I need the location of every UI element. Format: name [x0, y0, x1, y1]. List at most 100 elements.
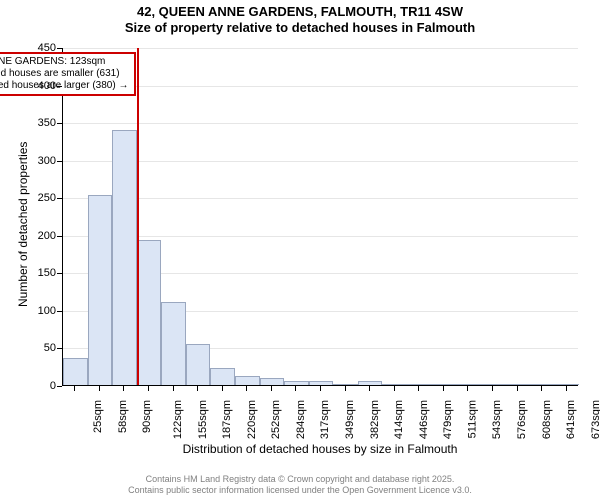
- callout-line-1: 42 QUEEN ANNE GARDENS: 123sqm: [0, 56, 128, 68]
- x-tick-mark: [246, 386, 247, 391]
- x-tick-mark: [295, 386, 296, 391]
- x-tick-mark: [173, 386, 174, 391]
- y-tick-mark: [57, 123, 62, 124]
- x-tick-mark: [148, 386, 149, 391]
- y-gridline: [63, 48, 578, 49]
- x-tick-label: 155sqm: [197, 400, 209, 439]
- x-tick-label: 543sqm: [492, 400, 504, 439]
- y-tick-label: 0: [22, 380, 56, 392]
- y-tick-label: 300: [22, 155, 56, 167]
- histogram-bar: [210, 368, 235, 385]
- x-tick-label: 608sqm: [541, 400, 553, 439]
- y-gridline: [63, 123, 578, 124]
- histogram-bar: [432, 384, 457, 385]
- histogram-bar: [235, 376, 260, 385]
- histogram-bar: [333, 384, 358, 386]
- y-tick-label: 50: [22, 342, 56, 354]
- property-marker-line: [137, 48, 139, 385]
- histogram-bar: [161, 302, 186, 385]
- x-tick-mark: [345, 386, 346, 391]
- y-gridline: [63, 236, 578, 237]
- x-tick-label: 122sqm: [172, 400, 184, 439]
- plot-area: 42 QUEEN ANNE GARDENS: 123sqm ← 62% of d…: [62, 48, 578, 386]
- y-tick-label: 450: [22, 42, 56, 54]
- y-tick-mark: [57, 161, 62, 162]
- x-tick-label: 382sqm: [369, 400, 381, 439]
- histogram-bar: [407, 384, 432, 386]
- histogram-bar: [284, 381, 309, 385]
- histogram-bar: [309, 381, 334, 385]
- histogram-chart: 42 QUEEN ANNE GARDENS: 123sqm ← 62% of d…: [0, 0, 600, 500]
- x-tick-label: 673sqm: [590, 400, 600, 439]
- x-tick-mark: [99, 386, 100, 391]
- y-tick-mark: [57, 198, 62, 199]
- x-tick-mark: [566, 386, 567, 391]
- x-tick-label: 220sqm: [246, 400, 258, 439]
- x-tick-label: 576sqm: [516, 400, 528, 439]
- x-tick-label: 252sqm: [270, 400, 282, 439]
- x-tick-label: 349sqm: [344, 400, 356, 439]
- histogram-bar: [505, 384, 530, 385]
- histogram-bar: [481, 384, 506, 385]
- y-tick-mark: [57, 273, 62, 274]
- histogram-bar: [112, 130, 137, 385]
- histogram-bar: [63, 358, 88, 385]
- x-tick-mark: [320, 386, 321, 391]
- x-tick-mark: [222, 386, 223, 391]
- callout-line-2: ← 62% of detached houses are smaller (63…: [0, 68, 128, 80]
- x-tick-label: 317sqm: [320, 400, 332, 439]
- y-tick-label: 250: [22, 192, 56, 204]
- x-tick-mark: [271, 386, 272, 391]
- x-tick-label: 446sqm: [418, 400, 430, 439]
- x-tick-label: 479sqm: [442, 400, 454, 439]
- x-tick-mark: [369, 386, 370, 391]
- x-tick-label: 187sqm: [221, 400, 233, 439]
- x-tick-label: 414sqm: [393, 400, 405, 439]
- x-tick-mark: [443, 386, 444, 391]
- histogram-bar: [88, 195, 113, 385]
- x-axis-title: Distribution of detached houses by size …: [62, 442, 578, 456]
- footer-line-1: Contains HM Land Registry data © Crown c…: [146, 474, 455, 484]
- y-gridline: [63, 198, 578, 199]
- histogram-bar: [186, 344, 211, 385]
- x-tick-label: 511sqm: [466, 400, 478, 438]
- x-tick-mark: [197, 386, 198, 391]
- y-tick-mark: [57, 348, 62, 349]
- y-tick-label: 100: [22, 305, 56, 317]
- y-tick-mark: [57, 48, 62, 49]
- y-tick-label: 200: [22, 230, 56, 242]
- y-tick-label: 150: [22, 267, 56, 279]
- histogram-bar: [456, 384, 481, 385]
- histogram-bar: [137, 240, 162, 385]
- y-tick-label: 400: [22, 80, 56, 92]
- x-tick-mark: [541, 386, 542, 391]
- histogram-bar: [260, 378, 285, 386]
- y-gridline: [63, 161, 578, 162]
- y-tick-label: 350: [22, 117, 56, 129]
- x-tick-label: 25sqm: [92, 400, 104, 433]
- x-tick-label: 284sqm: [295, 400, 307, 439]
- histogram-bar: [530, 384, 555, 385]
- x-tick-mark: [492, 386, 493, 391]
- histogram-bar: [358, 381, 383, 385]
- x-tick-mark: [123, 386, 124, 391]
- x-tick-mark: [394, 386, 395, 391]
- y-tick-mark: [57, 311, 62, 312]
- x-tick-label: 641sqm: [565, 400, 577, 439]
- y-tick-mark: [57, 236, 62, 237]
- marker-callout: 42 QUEEN ANNE GARDENS: 123sqm ← 62% of d…: [0, 52, 136, 96]
- x-tick-label: 58sqm: [117, 400, 129, 433]
- histogram-bar: [382, 384, 407, 386]
- x-tick-mark: [74, 386, 75, 391]
- y-tick-mark: [57, 386, 62, 387]
- x-tick-mark: [467, 386, 468, 391]
- footer-attribution: Contains HM Land Registry data © Crown c…: [0, 474, 600, 496]
- histogram-bar: [554, 384, 579, 385]
- x-tick-mark: [517, 386, 518, 391]
- callout-line-3: 37% of semi-detached houses are larger (…: [0, 80, 128, 92]
- x-tick-label: 90sqm: [141, 400, 153, 433]
- footer-line-2: Contains public sector information licen…: [128, 485, 472, 495]
- y-tick-mark: [57, 86, 62, 87]
- y-gridline: [63, 86, 578, 87]
- x-tick-mark: [418, 386, 419, 391]
